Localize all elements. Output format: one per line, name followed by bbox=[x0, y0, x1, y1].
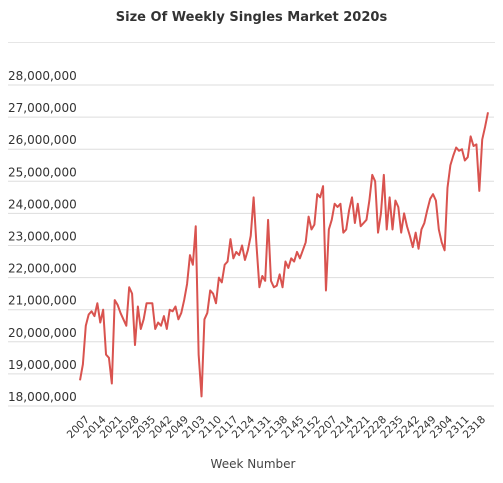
y-tick-label: 18,000,000 bbox=[8, 390, 77, 404]
y-tick-label: 24,000,000 bbox=[8, 197, 77, 211]
y-axis-tick-labels: 28,000,000 27,000,000 26,000,000 25,000,000… bbox=[8, 69, 77, 404]
series-line-group bbox=[79, 112, 489, 398]
x-axis-tick-labels: 2007201420212028203520422049210321102117… bbox=[65, 413, 488, 441]
y-tick-label: 21,000,000 bbox=[8, 294, 77, 308]
y-tick-label: 22,000,000 bbox=[8, 262, 77, 276]
y-tick-label: 25,000,000 bbox=[8, 165, 77, 179]
y-tick-label: 26,000,000 bbox=[8, 133, 77, 147]
y-tick-label: 27,000,000 bbox=[8, 101, 77, 115]
y-tick-label: 23,000,000 bbox=[8, 230, 77, 244]
title-divider bbox=[8, 42, 495, 43]
y-tick-label: 20,000,000 bbox=[8, 326, 77, 340]
x-axis-title: Week Number bbox=[211, 457, 296, 471]
y-tick-label: 28,000,000 bbox=[8, 69, 77, 83]
y-tick-label: 19,000,000 bbox=[8, 358, 77, 372]
gridlines bbox=[8, 84, 494, 407]
chart-title: Size Of Weekly Singles Market 2020s bbox=[115, 10, 388, 25]
series-line bbox=[79, 112, 489, 398]
